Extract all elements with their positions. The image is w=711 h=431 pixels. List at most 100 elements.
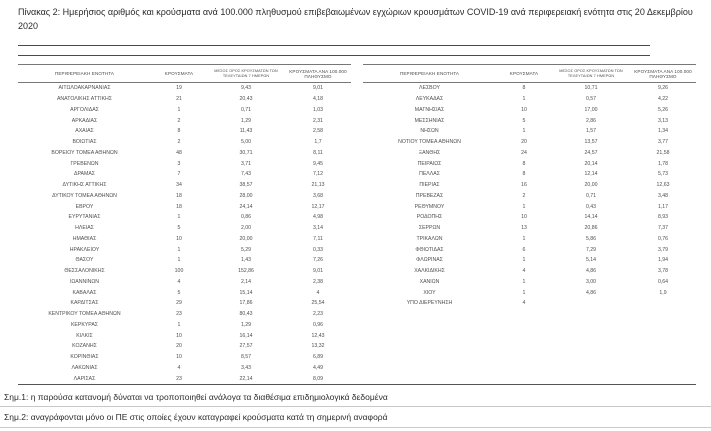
table-row: ΘΑΣΟΥ 1 1,43 7,26 bbox=[18, 255, 351, 266]
cell-per100k: 1,94 bbox=[657, 257, 669, 264]
cell-region: ΓΡΕΒΕΝΩΝ bbox=[70, 160, 99, 167]
cell-region: ΠΕΙΡΑΙΩΣ bbox=[417, 160, 442, 167]
cell-cases: 1 bbox=[522, 278, 526, 285]
cell-per100k: 1,17 bbox=[657, 203, 669, 210]
cell-avg7: 20,86 bbox=[584, 225, 598, 232]
cell-region: ΦΛΩΡΙΝΑΣ bbox=[416, 257, 443, 264]
cell-cases: 2 bbox=[177, 117, 181, 124]
cell-avg7: 9,43 bbox=[240, 85, 252, 92]
cell-cases: 8 bbox=[522, 85, 526, 92]
cell-avg7: 4,86 bbox=[585, 268, 597, 275]
cell-region: ΔΡΑΜΑΣ bbox=[74, 171, 95, 178]
cell-avg7: 5,00 bbox=[240, 139, 252, 146]
left-table: ΠΕΡΙΦΕΡΕΙΑΚΗ ΕΝΟΤΗΤΑ ΚΡΟΥΣΜΑΤΑ ΜΕΣΟΣ ΟΡΟ… bbox=[18, 64, 351, 384]
table-row: ΑΙΤΩΛΟΑΚΑΡΝΑΝΙΑΣ 19 9,43 9,01 bbox=[18, 83, 351, 94]
cell-cases: 23 bbox=[176, 311, 182, 318]
table-row: ΧΙΟΥ 1 4,86 1,9 bbox=[363, 287, 696, 298]
cell-avg7: 2,86 bbox=[585, 117, 597, 124]
cell-per100k: 3,48 bbox=[657, 192, 669, 199]
cell-cases: 8 bbox=[522, 160, 526, 167]
cell-avg7: 30,71 bbox=[239, 149, 253, 156]
table-row: ΦΘΙΩΤΙΔΑΣ 6 7,29 3,79 bbox=[363, 244, 696, 255]
cell-avg7: 20,00 bbox=[584, 182, 598, 189]
cell-avg7: 0,86 bbox=[240, 214, 252, 221]
cell-avg7: 24,57 bbox=[584, 149, 598, 156]
cell-region: ΥΠΟ ΔΙΕΡΕΥΝΗΣΗ bbox=[406, 300, 453, 307]
cell-cases: 23 bbox=[176, 375, 182, 382]
cell-avg7: 24,14 bbox=[239, 203, 253, 210]
table-row: ΧΑΛΚΙΔΙΚΗΣ 4 4,86 3,78 bbox=[363, 266, 696, 277]
table-row: ΣΕΡΡΩΝ 13 20,86 7,37 bbox=[363, 223, 696, 234]
cell-avg7: 38,57 bbox=[239, 182, 253, 189]
table-row: ΑΧΑΪΑΣ 8 11,43 2,58 bbox=[18, 126, 351, 137]
cell-avg7: 3,00 bbox=[585, 278, 597, 285]
cell-cases: 3 bbox=[177, 160, 181, 167]
table-row: ΞΑΝΘΗΣ 24 24,57 21,58 bbox=[363, 148, 696, 159]
cell-per100k: 3,77 bbox=[657, 139, 669, 146]
cell-cases: 1 bbox=[177, 106, 181, 113]
cell-region: ΛΑΚΩΝΙΑΣ bbox=[71, 364, 98, 371]
table-row: ΠΕΛΛΑΣ 8 12,14 5,73 bbox=[363, 169, 696, 180]
cell-per100k: 1,34 bbox=[657, 128, 669, 135]
cell-avg7: 3,43 bbox=[240, 364, 252, 371]
table-row: ΛΑΡΙΣΑΣ 23 22,14 8,09 bbox=[18, 373, 351, 384]
cell-cases: 10 bbox=[176, 332, 182, 339]
cell-per100k: 7,11 bbox=[313, 235, 323, 242]
cell-avg7: 2,14 bbox=[240, 278, 252, 285]
cell-avg7: 13,57 bbox=[584, 139, 598, 146]
cell-cases: 1 bbox=[522, 235, 526, 242]
cell-avg7: 17,86 bbox=[239, 300, 253, 307]
cell-per100k: 3,79 bbox=[657, 246, 669, 253]
cell-region: ΕΒΡΟΥ bbox=[75, 203, 94, 210]
cell-region: ΠΙΕΡΙΑΣ bbox=[419, 182, 440, 189]
cell-avg7: 1,43 bbox=[240, 257, 252, 264]
table-row: ΠΕΙΡΑΙΩΣ 8 20,14 1,78 bbox=[363, 158, 696, 169]
right-table-body: ΛΕΣΒΟΥ 8 10,71 9,26 ΛΕΥΚΑΔΑΣ 1 0,57 4,22 ΜΑΓΝΗΣΙ… bbox=[363, 83, 696, 309]
cell-per100k: 4,98 bbox=[312, 214, 324, 221]
cell-region: ΛΑΡΙΣΑΣ bbox=[73, 375, 96, 382]
cell-per100k: 2,38 bbox=[312, 278, 324, 285]
cell-region: ΗΡΑΚΛΕΙΟΥ bbox=[69, 246, 100, 253]
table-row: ΔΥΤΙΚΗΣ ΑΤΤΙΚΗΣ 34 38,57 21,13 bbox=[18, 180, 351, 191]
footnote-divider-2 bbox=[0, 427, 711, 428]
table-row: ΕΒΡΟΥ 18 24,14 12,17 bbox=[18, 201, 351, 212]
table-row: ΕΥΡΥΤΑΝΙΑΣ 1 0,86 4,98 bbox=[18, 212, 351, 223]
cell-avg7: 12,14 bbox=[584, 171, 598, 178]
header-avg7-line1: ΜΕΣΟΣ ΟΡΟΣ ΚΡΟΥΣΜΑΤΩΝ ΤΩΝ bbox=[559, 68, 623, 73]
table-row: ΠΡΕΒΕΖΑΣ 2 0,71 3,48 bbox=[363, 191, 696, 202]
cell-region: ΦΘΙΩΤΙΔΑΣ bbox=[415, 246, 444, 253]
cell-cases: 2 bbox=[522, 192, 526, 199]
right-table-header: ΠΕΡΙΦΕΡΕΙΑΚΗ ΕΝΟΤΗΤΑ ΚΡΟΥΣΜΑΤΑ ΜΕΣΟΣ ΟΡΟ… bbox=[363, 64, 696, 83]
cell-cases: 20 bbox=[521, 139, 527, 146]
table-row: ΓΡΕΒΕΝΩΝ 3 3,71 9,45 bbox=[18, 158, 351, 169]
cell-avg7: 1,57 bbox=[585, 128, 597, 135]
cell-region: ΑΡΓΟΛΙΔΑΣ bbox=[70, 106, 99, 113]
cell-per100k: 1,7 bbox=[314, 139, 322, 146]
cell-cases: 24 bbox=[521, 149, 527, 156]
cell-avg7: 20,14 bbox=[584, 160, 598, 167]
cell-avg7: 22,14 bbox=[239, 375, 253, 382]
cell-region: ΚΑΡΔΙΤΣΑΣ bbox=[70, 300, 99, 307]
cell-cases: 48 bbox=[176, 149, 182, 156]
cell-avg7: 15,14 bbox=[239, 289, 253, 296]
table-row: ΛΕΥΚΑΔΑΣ 1 0,57 4,22 bbox=[363, 94, 696, 105]
header-avg7-line1: ΜΕΣΟΣ ΟΡΟΣ ΚΡΟΥΣΜΑΤΩΝ ΤΩΝ bbox=[214, 68, 278, 73]
cell-region: ΘΑΣΟΥ bbox=[75, 257, 94, 264]
cell-cases: 21 bbox=[176, 96, 182, 103]
cell-per100k: 12,63 bbox=[656, 182, 670, 189]
header-region: ΠΕΡΙΦΕΡΕΙΑΚΗ ΕΝΟΤΗΤΑ bbox=[399, 71, 460, 76]
cell-per100k: 6,89 bbox=[312, 354, 324, 361]
table-row: ΝΗΣΩΝ 1 1,57 1,34 bbox=[363, 126, 696, 137]
cell-avg7: 11,43 bbox=[239, 128, 253, 135]
cell-per100k: 8,09 bbox=[312, 375, 324, 382]
cell-region: ΝΟΤΙΟΥ ΤΟΜΕΑ ΑΘΗΝΩΝ bbox=[398, 139, 461, 146]
header-avg7-line2: ΤΕΛΕΥΤΑΙΩΝ 7 ΗΜΕΡΩΝ bbox=[222, 73, 270, 78]
cell-avg7: 152,86 bbox=[238, 268, 254, 275]
cell-avg7: 1,29 bbox=[240, 321, 252, 328]
table-row: ΒΟΙΩΤΙΑΣ 2 5,00 1,7 bbox=[18, 137, 351, 148]
cell-cases: 5 bbox=[522, 117, 526, 124]
table-row: ΙΩΑΝΝΙΝΩΝ 4 2,14 2,38 bbox=[18, 277, 351, 288]
cell-per100k: 1,9 bbox=[659, 289, 667, 296]
cell-region: ΑΝΑΤΟΛΙΚΗΣ ΑΤΤΙΚΗΣ bbox=[56, 96, 113, 103]
cell-region: ΗΜΑΘΙΑΣ bbox=[72, 235, 97, 242]
